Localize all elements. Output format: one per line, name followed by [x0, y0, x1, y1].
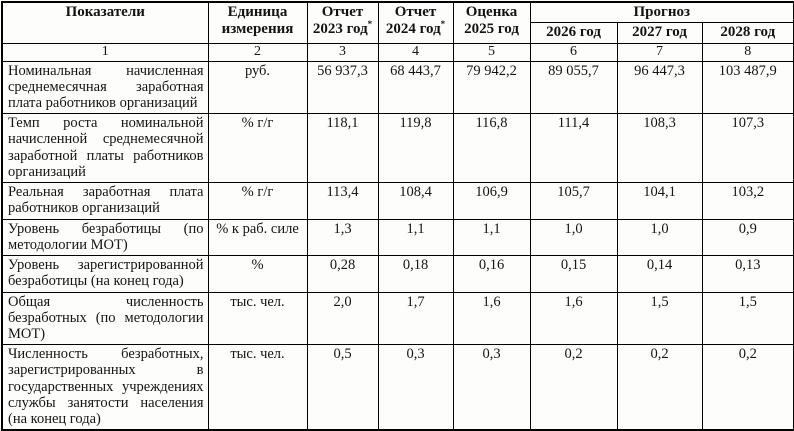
- unit-cell: % к раб. силе: [207, 218, 308, 257]
- value-cell: 96 447,3: [616, 60, 703, 115]
- header-report-2023-line2: 2023 год*: [312, 19, 373, 38]
- header-year-2026: 2026 год: [529, 22, 618, 44]
- table-row: Уровень зарегистрированной безработицы (…: [1, 255, 794, 293]
- value-cell: 1,3: [306, 218, 379, 257]
- unit-cell: % г/г: [207, 113, 308, 184]
- value-cell: 0,5: [306, 344, 379, 431]
- header-report-2024: Отчет 2024 год*: [377, 1, 454, 44]
- table-row: Номинальная начисленная среднемесячная з…: [1, 60, 794, 115]
- header-report-2024-line2: 2024 год*: [385, 19, 446, 38]
- value-cell: 0,15: [529, 255, 618, 293]
- indicator-cell: Уровень безработицы (по методологии МОТ): [1, 218, 209, 257]
- value-cell: 2,0: [306, 291, 379, 346]
- header-report-2023-line1: Отчет: [321, 4, 364, 20]
- column-number-row: 1 2 3 4 5 6 7 8: [1, 42, 794, 62]
- header-year-2028: 2028 год: [701, 22, 794, 44]
- value-cell: 103,2: [701, 182, 794, 220]
- value-cell: 108,4: [377, 182, 454, 220]
- header-year-2027: 2027 год: [616, 22, 703, 44]
- indicator-cell: Реальная заработная плата работников орг…: [1, 182, 209, 220]
- table-row: Темп роста номинальной начисленной средн…: [1, 113, 794, 184]
- header-indicators: Показатели: [1, 1, 209, 44]
- value-cell: 108,3: [616, 113, 703, 184]
- table-row: Уровень безработицы (по методологии МОТ)…: [1, 218, 794, 257]
- value-cell: 105,7: [529, 182, 618, 220]
- header-forecast-years-row: 2026 год 2027 год 2028 год: [2, 22, 794, 44]
- value-cell: 0,2: [701, 344, 794, 431]
- column-number: 4: [377, 42, 454, 62]
- header-report-2024-line1: Отчет: [394, 4, 437, 20]
- indicator-cell: Уровень зарегистрированной безработицы (…: [1, 255, 209, 293]
- value-cell: 1,1: [452, 218, 531, 257]
- column-number: 6: [529, 42, 618, 62]
- value-cell: 89 055,7: [529, 60, 618, 115]
- column-number: 3: [306, 42, 379, 62]
- value-cell: 1,6: [529, 291, 618, 346]
- footnote-mark: *: [440, 19, 446, 30]
- value-cell: 79 942,2: [452, 60, 531, 115]
- unit-cell: руб.: [207, 60, 308, 115]
- value-cell: 106,9: [452, 182, 531, 220]
- header-forecast: Прогноз: [529, 1, 794, 24]
- value-cell: 0,13: [701, 255, 794, 293]
- value-cell: 104,1: [616, 182, 703, 220]
- value-cell: 0,3: [452, 344, 531, 431]
- header-unit: Единица измерения: [207, 1, 308, 44]
- column-number: 5: [452, 42, 531, 62]
- value-cell: 1,1: [377, 218, 454, 257]
- indicator-cell: Номинальная начисленная среднемесячная з…: [1, 60, 209, 115]
- value-cell: 119,8: [377, 113, 454, 184]
- indicator-cell: Общая численность безработных (по методо…: [1, 291, 209, 346]
- header-estimate-2025: Оценка 2025 год: [452, 1, 531, 44]
- unit-cell: % г/г: [207, 182, 308, 220]
- value-cell: 0,9: [701, 218, 794, 257]
- value-cell: 118,1: [306, 113, 379, 184]
- header-estimate-2025-line2: 2025 год: [464, 21, 519, 38]
- header-report-2023: Отчет 2023 год*: [306, 1, 379, 44]
- value-cell: 116,8: [452, 113, 531, 184]
- unit-cell: тыс. чел.: [207, 344, 308, 431]
- indicator-cell: Темп роста номинальной начисленной средн…: [1, 113, 209, 184]
- column-number: 1: [1, 42, 209, 62]
- column-number: 7: [616, 42, 703, 62]
- value-cell: 0,2: [616, 344, 703, 431]
- value-cell: 0,3: [377, 344, 454, 431]
- value-cell: 56 937,3: [306, 60, 379, 115]
- footnote-mark: *: [367, 19, 373, 30]
- value-cell: 1,0: [616, 218, 703, 257]
- value-cell: 0,14: [616, 255, 703, 293]
- value-cell: 1,5: [616, 291, 703, 346]
- value-cell: 0,2: [529, 344, 618, 431]
- value-cell: 0,16: [452, 255, 531, 293]
- value-cell: 103 487,9: [701, 60, 794, 115]
- value-cell: 1,0: [529, 218, 618, 257]
- value-cell: 1,6: [452, 291, 531, 346]
- indicator-cell: Численность безработных, зарегистрирован…: [1, 344, 209, 431]
- unit-cell: %: [207, 255, 308, 293]
- table-row: Численность безработных, зарегистрирован…: [1, 344, 794, 431]
- value-cell: 107,3: [701, 113, 794, 184]
- value-cell: 1,7: [377, 291, 454, 346]
- header-row: Показатели Единица измерения Отчет 2023 …: [1, 1, 794, 44]
- header-estimate-2025-line1: Оценка: [465, 4, 518, 20]
- value-cell: 0,28: [306, 255, 379, 293]
- value-cell: 68 443,7: [377, 60, 454, 115]
- value-cell: 111,4: [529, 113, 618, 184]
- value-cell: 113,4: [306, 182, 379, 220]
- value-cell: 1,5: [701, 291, 794, 346]
- value-cell: 0,18: [377, 255, 454, 293]
- table-row: Реальная заработная плата работников орг…: [1, 182, 794, 220]
- column-number: 8: [701, 42, 794, 62]
- column-number: 2: [207, 42, 308, 62]
- unit-cell: тыс. чел.: [207, 291, 308, 346]
- table-row: Общая численность безработных (по методо…: [1, 291, 794, 346]
